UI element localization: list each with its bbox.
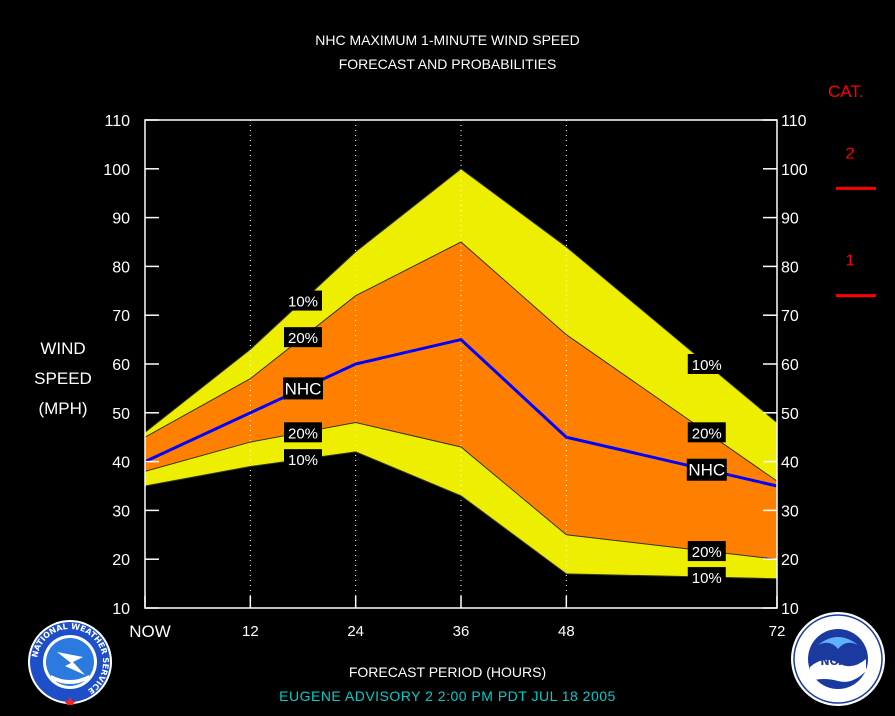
series-label-box	[283, 377, 323, 400]
x-tick-label: 12	[242, 623, 259, 640]
series-label-box	[284, 422, 322, 443]
y-tick-label-right: 30	[781, 503, 799, 520]
y-tick-label-left: 10	[112, 601, 130, 618]
chart-title-line2: FORECAST AND PROBABILITIES	[338, 56, 557, 72]
y-tick-label-left: 60	[112, 357, 130, 374]
noaa-logo-icon: NOAA	[791, 612, 885, 706]
y-tick-label-left: 80	[112, 259, 130, 276]
y-tick-label-right: 50	[781, 406, 799, 423]
series-label: 20%	[692, 544, 722, 561]
y-tick-label-left: 50	[112, 406, 130, 423]
series-label: 20%	[288, 425, 318, 442]
y-axis-label-line2: SPEED	[34, 369, 92, 388]
y-tick-label-left: 90	[112, 211, 130, 228]
y-tick-label-right: 110	[781, 113, 807, 130]
series-label: 10%	[288, 294, 318, 311]
y-tick-label-right: 60	[781, 357, 799, 374]
x-tick-label: 24	[347, 623, 364, 640]
series-label: 20%	[288, 330, 318, 347]
series-label: NHC	[688, 461, 725, 480]
y-tick-label-right: 10	[781, 601, 799, 618]
y-tick-label-right: 90	[781, 211, 799, 228]
series-label-box	[686, 458, 727, 481]
series-label-box	[687, 422, 726, 443]
band-edge-line	[144, 168, 778, 433]
band-edge-line	[144, 451, 778, 580]
y-tick-label-right: 80	[781, 259, 799, 276]
band-edge-line	[144, 241, 778, 482]
noaa-center-text: NOAA	[820, 655, 856, 668]
series-label-box	[687, 567, 726, 588]
y-tick-label-right: 40	[781, 455, 799, 472]
series-label: 10%	[288, 452, 318, 469]
category-legend-title: CAT.	[828, 82, 864, 101]
y-tick-label-left: 70	[112, 308, 130, 325]
series-label-box	[284, 327, 322, 348]
y-axis-label-line1: WIND	[40, 339, 86, 358]
y-tick-label-left: 40	[112, 455, 130, 472]
y-tick-label-left: 110	[104, 113, 130, 130]
series-label: 10%	[692, 357, 722, 374]
y-tick-label-left: 20	[112, 552, 130, 569]
x-tick-label: NOW	[129, 622, 171, 641]
series-label: 10%	[692, 570, 722, 587]
y-tick-label-left: 30	[112, 503, 130, 520]
advisory-line: EUGENE ADVISORY 2 2:00 PM PDT JUL 18 200…	[279, 688, 616, 704]
x-tick-label: 72	[769, 623, 786, 640]
y-tick-label-right: 70	[781, 308, 799, 325]
series-label-box	[687, 541, 726, 562]
series-label-box	[687, 354, 726, 374]
chart-title-line1: NHC MAXIMUM 1-MINUTE WIND SPEED	[315, 32, 580, 48]
series-label: NHC	[285, 379, 322, 398]
y-tick-label-right: 20	[781, 552, 799, 569]
y-tick-label-right: 100	[781, 162, 808, 179]
category-label: 2	[846, 145, 855, 162]
series-label: 20%	[692, 425, 722, 442]
nhc-forecast-line	[144, 337, 778, 488]
band-edge-line	[144, 422, 778, 560]
category-label: 1	[846, 253, 855, 270]
series-label-box	[284, 290, 322, 311]
y-tick-label-left: 100	[103, 162, 130, 179]
y-axis-label-line3: (MPH)	[38, 399, 88, 418]
x-tick-label: 48	[558, 623, 575, 640]
x-axis-label: FORECAST PERIOD (HOURS)	[348, 664, 547, 680]
nws-logo-icon: NATIONAL WEATHER SERVICE	[28, 620, 112, 705]
x-tick-label: 36	[453, 623, 470, 640]
series-label-box	[284, 449, 322, 470]
